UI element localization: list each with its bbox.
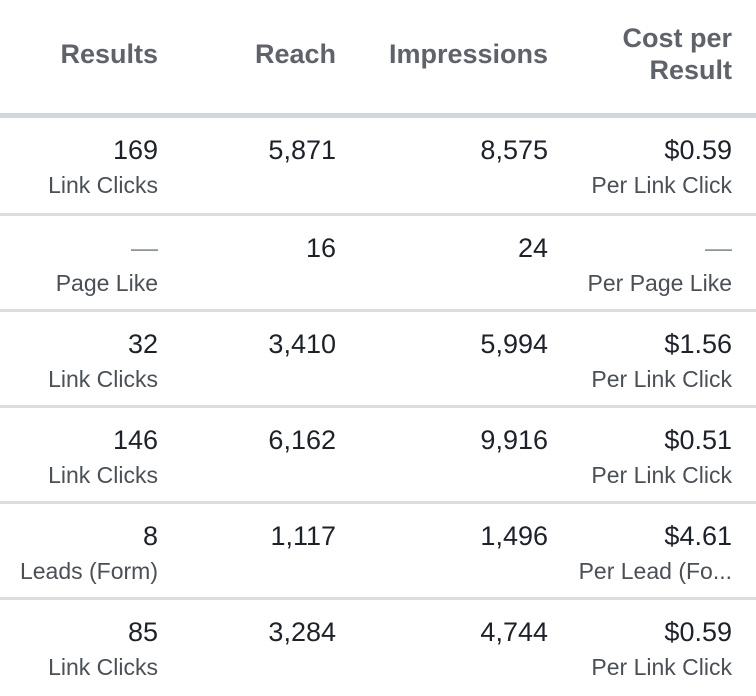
impressions-value: 4,744 xyxy=(480,617,548,647)
cost-type: Per Page Like xyxy=(587,270,732,296)
cost-header-line2: Result xyxy=(649,55,732,85)
impressions-value: 1,496 xyxy=(480,521,548,551)
table-row[interactable]: 146 Link Clicks 6,162 9,916 $0.51 Per Li… xyxy=(0,408,756,504)
impressions-value: 9,916 xyxy=(480,425,548,455)
results-type: Page Like xyxy=(55,270,158,296)
impressions-value: 8,575 xyxy=(480,135,548,165)
reach-value: 3,284 xyxy=(268,617,336,647)
reach-value: 5,871 xyxy=(268,135,336,165)
table-row[interactable]: — Page Like 16 24 — Per Page Like xyxy=(0,216,756,312)
reach-value: 1,117 xyxy=(270,521,336,551)
results-value: 85 xyxy=(127,617,158,647)
results-type: Link Clicks xyxy=(48,462,158,488)
column-header-results[interactable]: Results xyxy=(60,39,158,69)
results-value: 32 xyxy=(127,329,158,359)
table-row[interactable]: 8 Leads (Form) 1,117 1,496 $4.61 Per Lea… xyxy=(0,504,756,600)
cost-value: $1.56 xyxy=(664,329,732,359)
results-value: 169 xyxy=(112,135,158,165)
results-type: Leads (Form) xyxy=(19,558,158,584)
results-type: Link Clicks xyxy=(48,172,158,198)
cost-value: $4.61 xyxy=(664,521,732,551)
results-type: Link Clicks xyxy=(48,654,158,680)
cost-value: $0.59 xyxy=(664,617,732,647)
cost-type: Per Link Click xyxy=(591,462,732,488)
results-value: — xyxy=(131,233,158,263)
impressions-value: 5,994 xyxy=(480,329,548,359)
column-header-impressions[interactable]: Impressions xyxy=(388,39,548,69)
cost-type: Per Link Click xyxy=(591,654,732,680)
cost-header-line1: Cost per xyxy=(622,23,732,53)
column-header-reach[interactable]: Reach xyxy=(254,39,336,69)
table-row[interactable]: 32 Link Clicks 3,410 5,994 $1.56 Per Lin… xyxy=(0,312,756,408)
cost-value: $0.59 xyxy=(664,135,732,165)
reach-value: 6,162 xyxy=(268,425,336,455)
cost-value: $0.51 xyxy=(664,425,732,455)
table-row[interactable]: 85 Link Clicks 3,284 4,744 $0.59 Per Lin… xyxy=(0,600,756,696)
results-value: 8 xyxy=(142,521,158,551)
cost-type: Per Link Click xyxy=(591,366,732,392)
table-header: Results Reach Impressions Cost per Resul… xyxy=(0,0,756,118)
results-value: 146 xyxy=(112,425,158,455)
cost-type: Per Link Click xyxy=(591,172,732,198)
reach-value: 16 xyxy=(305,233,336,263)
column-header-cost-per-result[interactable]: Cost per Result xyxy=(592,22,732,86)
cost-type: Per Lead (Fo... xyxy=(578,558,732,584)
impressions-value: 24 xyxy=(517,233,548,263)
results-type: Link Clicks xyxy=(48,366,158,392)
cost-value: — xyxy=(705,233,732,263)
table-row[interactable]: 169 Link Clicks 5,871 8,575 $0.59 Per Li… xyxy=(0,118,756,216)
reach-value: 3,410 xyxy=(268,329,336,359)
